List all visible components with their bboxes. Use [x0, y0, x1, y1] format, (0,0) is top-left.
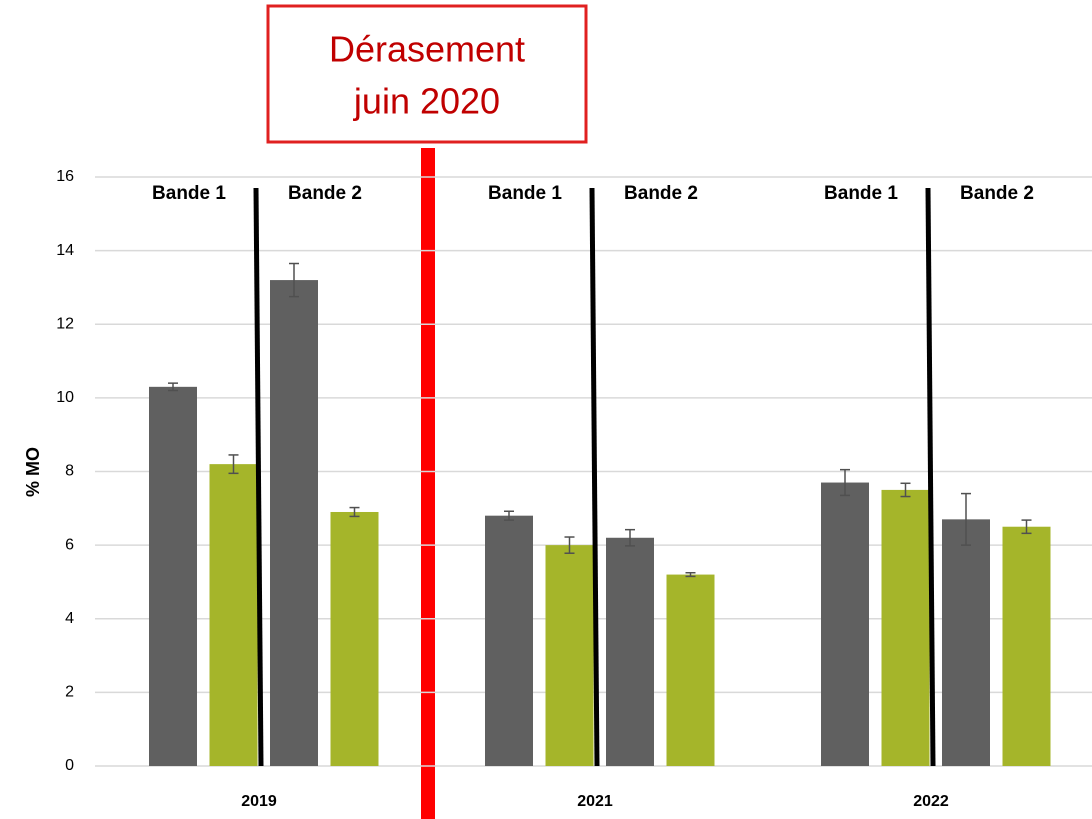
- band-label: Bande 2: [960, 183, 1034, 204]
- annotation: Dérasement: [329, 29, 525, 70]
- band-divider: [589, 187, 600, 767]
- y-tick-label: 2: [65, 684, 74, 701]
- bar: [209, 464, 258, 766]
- x-tick-label: 2019: [241, 793, 277, 810]
- y-tick-label: 16: [56, 168, 74, 185]
- bar: [666, 574, 715, 766]
- annotation-box: [266, 4, 588, 144]
- y-axis-label: % MO: [23, 447, 43, 497]
- band-label: Bande 1: [152, 183, 226, 204]
- y-tick-label: 14: [56, 242, 74, 259]
- y-tick-label: 6: [65, 536, 74, 553]
- bar: [821, 482, 869, 766]
- annotation: juin 2020: [353, 81, 500, 122]
- x-tick-label: 2022: [913, 793, 949, 810]
- x-tick-label: 2021: [577, 793, 613, 810]
- y-tick-label: 4: [65, 610, 74, 627]
- bar: [942, 519, 990, 766]
- bar: [545, 545, 594, 766]
- bar: [606, 537, 654, 766]
- band-label: Bande 2: [288, 183, 362, 204]
- band-label: Bande 1: [488, 183, 562, 204]
- bar: [1002, 526, 1051, 766]
- y-tick-label: 0: [65, 757, 74, 774]
- bar: [881, 489, 930, 766]
- band-label: Bande 1: [824, 183, 898, 204]
- y-tick-label: 8: [65, 463, 74, 480]
- band-divider: [925, 187, 936, 767]
- band-divider: [253, 187, 264, 767]
- bar: [485, 515, 533, 766]
- bar: [149, 386, 197, 766]
- band-label: Bande 2: [624, 183, 698, 204]
- y-tick-label: 12: [56, 315, 74, 332]
- bar: [270, 280, 318, 766]
- bar: [330, 511, 379, 766]
- y-tick-label: 10: [56, 389, 74, 406]
- event-line: [421, 148, 435, 819]
